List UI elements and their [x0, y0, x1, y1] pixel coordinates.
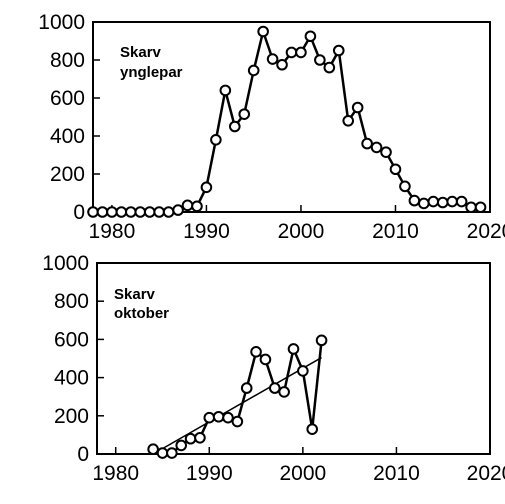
- y-tick-label: 0: [77, 443, 89, 466]
- y-tick-label: 200: [50, 163, 85, 186]
- data-point: [465, 201, 477, 214]
- x-tick-label: 2010: [372, 220, 419, 243]
- panel-label-line-2: oktober: [114, 305, 169, 322]
- data-point: [156, 447, 169, 459]
- y-tick-label: 600: [54, 328, 89, 351]
- y-tick-label: 1000: [38, 11, 85, 34]
- data-point: [210, 134, 222, 146]
- y-tick-label: 400: [50, 125, 85, 148]
- y-tick-label: 400: [54, 367, 89, 390]
- data-point: [247, 64, 260, 77]
- data-point: [370, 141, 383, 154]
- data-point: [212, 410, 225, 423]
- data-point: [408, 194, 421, 207]
- data-point: [87, 206, 99, 218]
- panel-bottom: Skarv oktober 0 200 400 600 800 1000 1980 1990 2…: [42, 252, 505, 485]
- data-point: [250, 346, 262, 358]
- data-point: [285, 46, 298, 59]
- data-point: [238, 108, 251, 120]
- data-point: [268, 382, 281, 394]
- panel-label-line-2: ynglepar: [120, 64, 183, 81]
- x-tick-label: 1980: [89, 220, 136, 243]
- trend-line: [152, 356, 322, 455]
- x-tick-label: 2000: [279, 462, 326, 485]
- data-point: [231, 415, 244, 428]
- y-tick-label: 800: [54, 290, 89, 313]
- data-point: [297, 365, 309, 377]
- data-point: [427, 195, 440, 208]
- x-tick-label: 1980: [92, 462, 139, 485]
- data-point: [474, 201, 487, 214]
- data-point: [276, 58, 288, 71]
- data-point: [278, 386, 290, 398]
- y-tick-label: 600: [50, 87, 85, 110]
- plot-frame: [92, 21, 491, 213]
- y-tick-label: 0: [73, 201, 85, 224]
- x-tick-label: 2020: [467, 462, 505, 485]
- data-point: [314, 54, 326, 66]
- data-point: [147, 443, 159, 456]
- data-point: [200, 181, 213, 194]
- data-point: [184, 432, 197, 445]
- series-line: [152, 340, 323, 455]
- x-tick-label: 1990: [186, 462, 233, 485]
- data-point: [125, 206, 137, 218]
- data-point: [106, 206, 118, 218]
- data-point: [259, 353, 272, 366]
- y-tick-label: 1000: [42, 252, 89, 275]
- data-point: [228, 120, 241, 133]
- data-point: [219, 84, 232, 97]
- data-point: [153, 206, 165, 218]
- y-tick-label: 800: [50, 49, 85, 72]
- y-tick-label: 200: [54, 405, 89, 428]
- x-tick-label: 2000: [278, 220, 325, 243]
- data-point: [361, 137, 373, 150]
- panel-label-line-1: Skarv: [114, 286, 156, 303]
- data-point: [203, 411, 216, 424]
- data-point: [266, 53, 279, 65]
- data-point: [389, 163, 402, 176]
- data-point: [418, 197, 430, 210]
- data-point: [240, 382, 253, 394]
- data-point: [194, 431, 206, 444]
- data-point: [306, 423, 319, 435]
- x-tick-label: 1990: [183, 220, 230, 243]
- data-point: [166, 447, 178, 459]
- data-point: [143, 206, 156, 218]
- data-point: [222, 411, 234, 424]
- data-point: [304, 30, 317, 43]
- data-point: [162, 206, 175, 218]
- data-point: [287, 343, 300, 355]
- x-tick-label: 2020: [467, 220, 505, 243]
- data-point: [342, 115, 355, 127]
- data-point: [380, 146, 392, 158]
- data-point: [295, 46, 307, 59]
- data-point: [257, 25, 269, 38]
- data-point: [134, 206, 147, 218]
- data-point: [436, 196, 449, 209]
- panel-top: Skarv ynglepar 0 200 400 600 800 1000 1980 1990…: [38, 11, 505, 243]
- data-point: [175, 439, 188, 452]
- data-point: [455, 195, 468, 208]
- data-point: [181, 199, 194, 212]
- plot-frame: [96, 262, 491, 455]
- data-point: [96, 206, 109, 218]
- x-tick-label: 2010: [373, 462, 420, 485]
- data-point: [315, 334, 328, 347]
- data-point: [399, 180, 411, 193]
- data-point: [115, 206, 128, 218]
- data-point: [172, 204, 184, 216]
- data-point: [323, 61, 336, 74]
- data-point: [446, 195, 458, 208]
- data-point: [191, 200, 203, 213]
- data-point: [332, 44, 345, 57]
- panel-label-line-1: Skarv: [120, 44, 162, 61]
- data-point: [351, 101, 364, 114]
